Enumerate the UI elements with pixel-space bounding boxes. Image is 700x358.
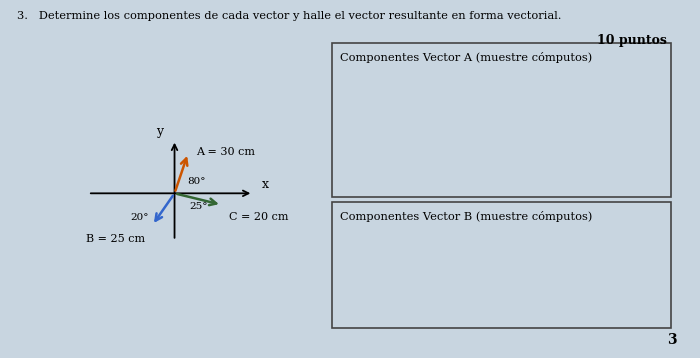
Text: Componentes Vector B (muestre cómputos): Componentes Vector B (muestre cómputos) [340, 211, 592, 222]
Text: C = 20 cm: C = 20 cm [228, 212, 288, 222]
Text: 10 puntos: 10 puntos [598, 34, 667, 47]
Text: B = 25 cm: B = 25 cm [86, 234, 146, 244]
Text: A = 30 cm: A = 30 cm [196, 147, 256, 157]
Text: y: y [156, 125, 163, 138]
Bar [332, 202, 671, 328]
Text: 25°: 25° [190, 202, 208, 212]
Text: Componentes Vector A (muestre cómputos): Componentes Vector A (muestre cómputos) [340, 52, 592, 63]
Text: x: x [262, 178, 269, 191]
Text: 80°: 80° [187, 177, 205, 187]
Bar [332, 43, 671, 197]
Text: 20°: 20° [130, 213, 148, 222]
Text: 3.   Determine los componentes de cada vector y halle el vector resultante en fo: 3. Determine los componentes de cada vec… [17, 11, 561, 21]
Text: 3: 3 [666, 333, 676, 347]
